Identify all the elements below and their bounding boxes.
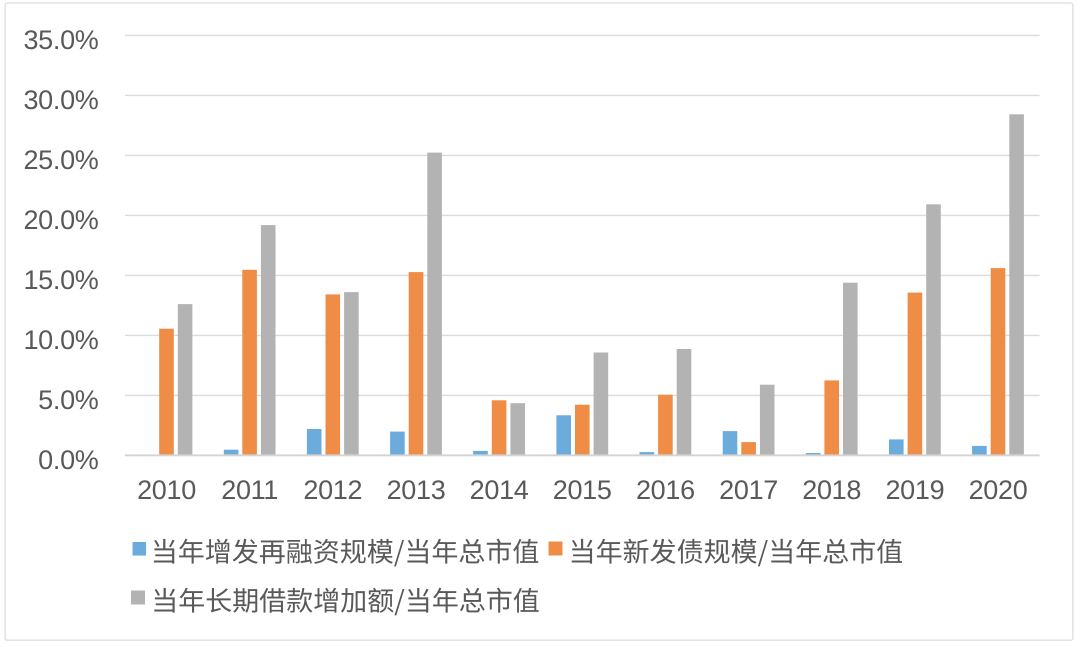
svg-text:25.0%: 25.0% bbox=[23, 145, 98, 175]
svg-text:2017: 2017 bbox=[719, 475, 778, 505]
svg-text:15.0%: 15.0% bbox=[23, 265, 98, 295]
svg-text:2020: 2020 bbox=[969, 475, 1028, 505]
svg-text:2010: 2010 bbox=[137, 475, 196, 505]
svg-text:2011: 2011 bbox=[221, 475, 278, 505]
svg-text:35.0%: 35.0% bbox=[23, 25, 98, 55]
svg-text:2014: 2014 bbox=[470, 475, 529, 505]
svg-text:2016: 2016 bbox=[636, 475, 695, 505]
svg-text:10.0%: 10.0% bbox=[23, 325, 98, 355]
svg-text:2019: 2019 bbox=[885, 475, 944, 505]
svg-text:20.0%: 20.0% bbox=[23, 205, 98, 235]
svg-text:2013: 2013 bbox=[387, 475, 446, 505]
svg-text:0.0%: 0.0% bbox=[38, 445, 99, 475]
svg-text:2018: 2018 bbox=[802, 475, 861, 505]
svg-text:2015: 2015 bbox=[553, 475, 612, 505]
svg-text:2012: 2012 bbox=[303, 475, 362, 505]
svg-text:5.0%: 5.0% bbox=[38, 385, 99, 415]
svg-text:30.0%: 30.0% bbox=[23, 85, 98, 115]
